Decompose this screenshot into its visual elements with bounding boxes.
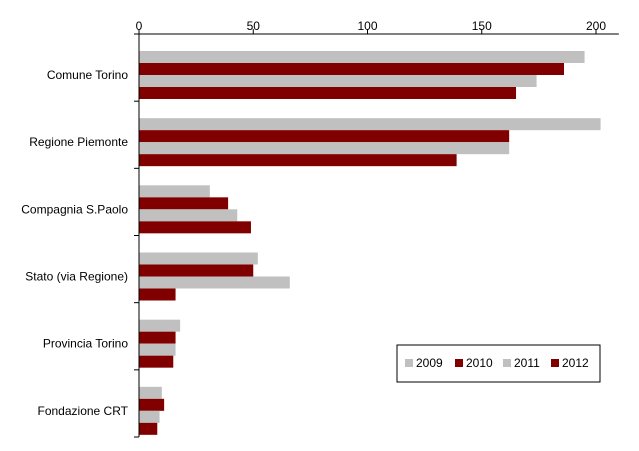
bar-2011 xyxy=(139,142,510,155)
bar-2011 xyxy=(139,276,290,289)
x-axis-ticks: 0 50 100 150 200 xyxy=(136,19,606,34)
category-label: Fondazione CRT xyxy=(38,404,129,418)
bar-2010 xyxy=(139,331,176,344)
bar-2010 xyxy=(139,130,510,143)
bar-2010 xyxy=(139,398,165,411)
legend-swatch-2012 xyxy=(551,359,559,367)
legend-swatch-2011 xyxy=(503,359,511,367)
x-tick-label: 150 xyxy=(472,19,492,33)
legend-box xyxy=(396,344,601,383)
x-tick-label: 50 xyxy=(247,19,261,33)
category-labels: Comune Torino Regione Piemonte Compagnia S… xyxy=(21,68,128,418)
category-label: Stato (via Regione) xyxy=(25,270,128,284)
bar-2010 xyxy=(139,197,229,210)
bar-2009 xyxy=(139,51,585,63)
bars-layer xyxy=(139,51,601,435)
x-tick-label: 0 xyxy=(136,19,143,33)
category-label: Compagnia S.Paolo xyxy=(21,202,128,216)
bar-2011 xyxy=(139,410,160,423)
bar-2009 xyxy=(139,252,258,265)
legend: 2009 2010 2011 2012 xyxy=(396,344,601,383)
legend-label-2012: 2012 xyxy=(562,356,589,370)
bar-2010 xyxy=(139,63,565,75)
bar-2012 xyxy=(139,288,176,301)
y-axis-ticks xyxy=(134,33,139,438)
bar-2012 xyxy=(139,154,457,167)
category-label: Comune Torino xyxy=(47,68,128,82)
bar-2009 xyxy=(139,118,601,131)
bar-2010 xyxy=(139,264,254,277)
category-label: Regione Piemonte xyxy=(29,135,128,149)
bar-2012 xyxy=(139,355,174,368)
legend-swatch-2009 xyxy=(405,359,413,367)
bar-2011 xyxy=(139,209,238,222)
legend-label-2009: 2009 xyxy=(416,356,443,370)
bar-2012 xyxy=(139,221,251,234)
bar-2011 xyxy=(139,75,537,87)
category-label: Provincia Torino xyxy=(43,337,128,351)
bar-2009 xyxy=(139,386,162,399)
bar-2009 xyxy=(139,185,210,198)
x-tick-label: 100 xyxy=(357,19,377,33)
bar-2012 xyxy=(139,87,517,99)
bar-2009 xyxy=(139,319,181,332)
legend-label-2011: 2011 xyxy=(514,356,540,370)
legend-label-2010: 2010 xyxy=(466,356,493,370)
bar-2011 xyxy=(139,343,176,356)
bar-2012 xyxy=(139,422,158,435)
x-tick-label: 200 xyxy=(586,19,606,33)
legend-swatch-2010 xyxy=(455,359,463,367)
